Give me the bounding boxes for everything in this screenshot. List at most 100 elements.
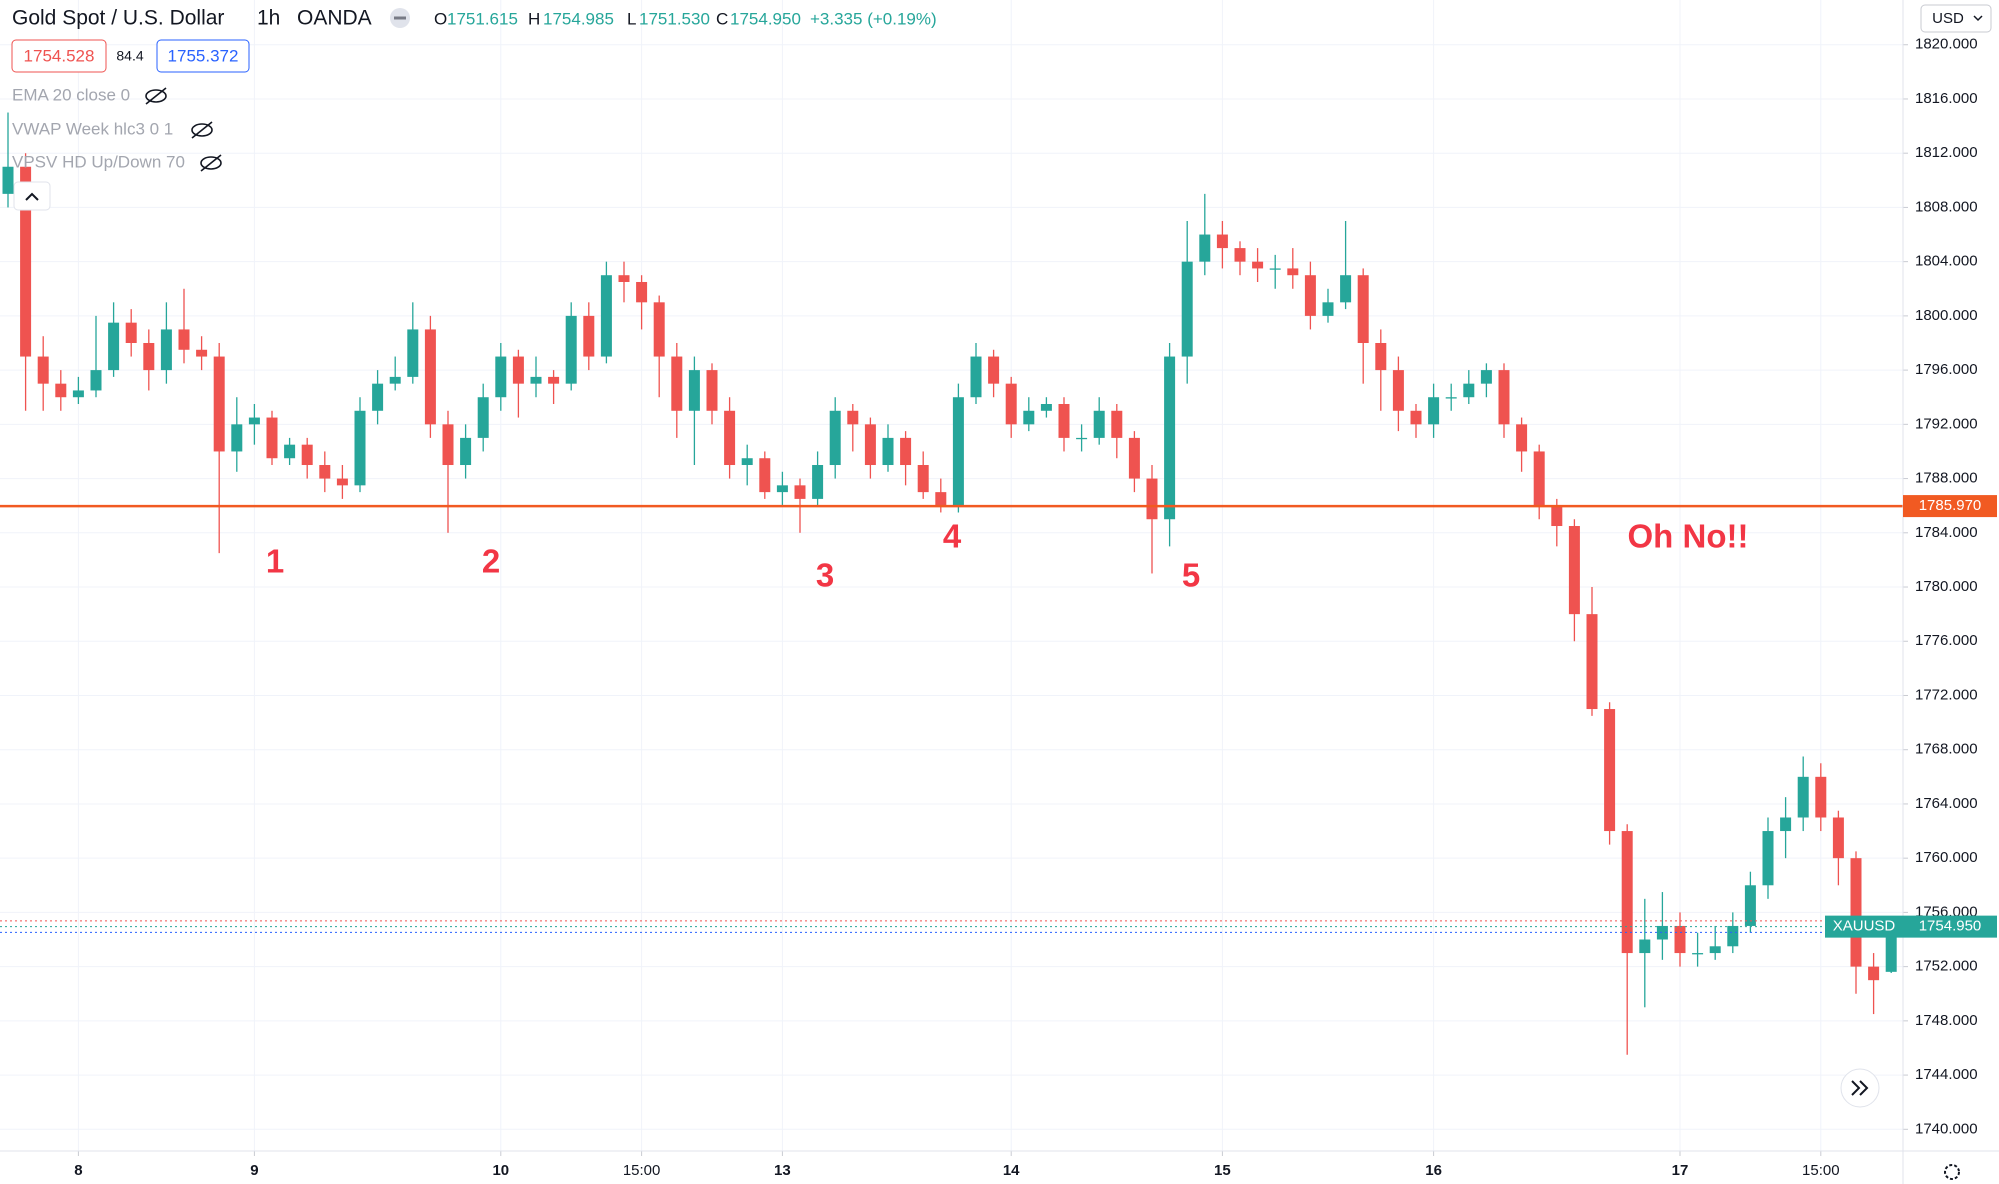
candle-body — [741, 458, 753, 466]
annotation: Oh No!! — [1628, 518, 1749, 555]
y-tick-label: 1784.000 — [1915, 524, 1978, 541]
candle-body — [952, 397, 964, 506]
scroll-icon — [1859, 1080, 1869, 1096]
y-tick-label: 1780.000 — [1915, 578, 1978, 595]
ask-button[interactable] — [156, 39, 250, 73]
candle-body — [1832, 817, 1844, 859]
eye-icon[interactable] — [145, 89, 167, 103]
x-tick-label: 13 — [774, 1162, 791, 1179]
y-tick-label: 1816.000 — [1915, 90, 1978, 107]
indicator: VWAP Week hlc3 0 1 — [12, 119, 173, 138]
candle-body — [20, 166, 32, 357]
ask: 1755.372 — [168, 46, 239, 65]
y-tick-label: 1768.000 — [1915, 741, 1978, 758]
eye-icon[interactable] — [200, 156, 222, 170]
candle-body — [1604, 709, 1616, 832]
candle-body — [1181, 261, 1193, 357]
source: OANDA — [297, 7, 372, 30]
interval: 1h — [257, 7, 280, 30]
y-tick-label: 1812.000 — [1915, 144, 1978, 161]
candle-body — [495, 356, 507, 398]
candle-body — [1287, 268, 1299, 276]
candle-body — [1463, 383, 1475, 398]
candle-body — [988, 356, 1000, 384]
eye-icon[interactable] — [191, 123, 213, 137]
candle-body — [143, 342, 155, 371]
candle-body — [1357, 275, 1369, 343]
annotation: 3 — [816, 557, 834, 594]
candle-body — [1023, 410, 1035, 425]
y-tick-label: 1752.000 — [1915, 958, 1978, 975]
x-tick-label: 8 — [74, 1162, 82, 1179]
candle-body — [565, 315, 577, 384]
y-tick-label: 1764.000 — [1915, 795, 1978, 812]
candle-body — [776, 485, 788, 493]
candle-body — [812, 465, 824, 499]
candle-body — [460, 437, 472, 466]
candle-body — [583, 315, 595, 357]
candle-body — [336, 478, 348, 486]
candle-body — [1269, 268, 1281, 270]
candle-body — [1375, 342, 1387, 371]
candle-body — [1815, 776, 1827, 818]
x-tick-label: 9 — [250, 1162, 258, 1179]
candle-body — [1639, 939, 1651, 954]
x-tick-label: 10 — [492, 1162, 509, 1179]
candle-body — [1551, 505, 1563, 527]
candle-body — [917, 465, 929, 493]
currency-button[interactable] — [1920, 4, 1992, 33]
currency-caret — [1973, 15, 1983, 22]
candle-body — [372, 383, 384, 411]
ohlc-value: 1754.950 — [730, 9, 801, 28]
hidden-icons — [145, 87, 222, 172]
candle-body — [1445, 397, 1457, 399]
collapse-button[interactable] — [13, 181, 51, 211]
candle-body — [389, 376, 401, 384]
candle-body — [706, 370, 718, 411]
candle-body — [319, 465, 331, 479]
candle-body — [1410, 410, 1422, 425]
ohlc-key: L — [627, 9, 636, 28]
candle-body — [1709, 946, 1721, 954]
candle-body — [1076, 437, 1088, 440]
x-tick-label: 15:00 — [623, 1162, 661, 1179]
candle-body — [1850, 858, 1862, 967]
candle-body — [1340, 275, 1352, 303]
ohlc-value: 1751.530 — [639, 9, 710, 28]
candle-body — [37, 356, 49, 384]
candle-body — [248, 417, 260, 425]
bid: 1754.528 — [24, 46, 95, 65]
candle-body — [935, 492, 947, 506]
candle-body — [1392, 370, 1404, 411]
candle-body — [829, 410, 841, 466]
x-tick-label: 16 — [1425, 1162, 1442, 1179]
x-tick-label: 15 — [1214, 1162, 1231, 1179]
settings-icon[interactable] — [1944, 1164, 1960, 1180]
bid-button[interactable] — [11, 39, 107, 73]
ohlc-key: O — [434, 9, 447, 28]
candle-body — [301, 444, 313, 466]
indicator: VPSV HD Up/Down 70 — [12, 152, 185, 171]
candle-body — [1868, 966, 1880, 981]
candle-body — [970, 356, 982, 398]
y-tick-label: 1804.000 — [1915, 253, 1978, 270]
candle-body — [618, 275, 630, 282]
currency: USD — [1932, 10, 1964, 27]
candle-body — [864, 424, 876, 466]
y-tick-label: 1788.000 — [1915, 470, 1978, 487]
candle-body — [477, 397, 489, 438]
candle-body — [284, 444, 296, 459]
candle-body — [794, 485, 806, 499]
eye-slash — [145, 87, 167, 105]
y-tick-label: 1748.000 — [1915, 1012, 1978, 1029]
x-tick-label: 14 — [1003, 1162, 1020, 1179]
candle-body — [1568, 526, 1580, 615]
candle-body — [1516, 424, 1528, 452]
y-tick-label: 1800.000 — [1915, 307, 1978, 324]
candle-body — [1199, 234, 1211, 262]
candle-body — [1322, 302, 1334, 316]
candle-body — [1058, 404, 1070, 438]
last-price-label: 1754.950 — [1919, 918, 1982, 935]
y-tick-label: 1744.000 — [1915, 1066, 1978, 1083]
